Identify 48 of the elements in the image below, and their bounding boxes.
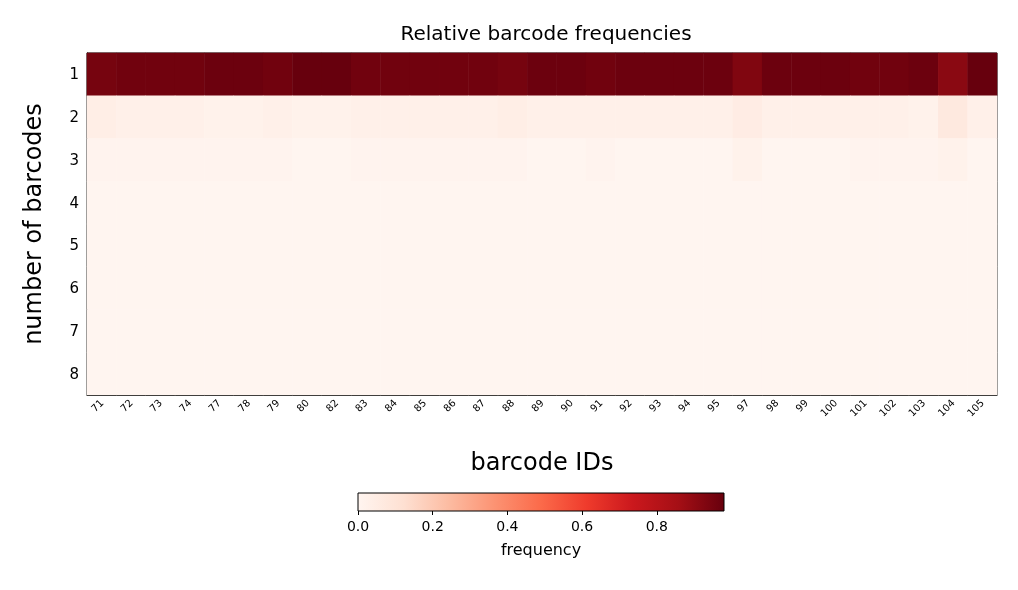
x-tick-label: 84 bbox=[382, 397, 400, 414]
x-tick-label: 78 bbox=[235, 397, 253, 414]
x-tick-label: 99 bbox=[793, 397, 811, 414]
color-bar-title: frequency bbox=[500, 539, 582, 559]
x-tick-label: 88 bbox=[499, 397, 517, 414]
x-tick-label: 72 bbox=[118, 397, 135, 414]
y-tick-label: 2 bbox=[69, 108, 79, 127]
x-tick-label: 102 bbox=[876, 397, 899, 419]
x-tick-label: 92 bbox=[617, 397, 634, 414]
x-tick-label: 105 bbox=[964, 397, 987, 419]
color-bar-label: 0.2 bbox=[421, 518, 444, 534]
x-tick-label: 79 bbox=[264, 397, 282, 414]
x-tick-label: 94 bbox=[675, 397, 693, 414]
x-tick-label: 85 bbox=[411, 397, 429, 414]
y-tick-label: 3 bbox=[69, 150, 79, 169]
x-tick-label: 89 bbox=[529, 397, 546, 414]
color-bar-label: 0.0 bbox=[346, 518, 370, 534]
x-tick-label: 80 bbox=[294, 397, 312, 414]
x-tick-label: 74 bbox=[176, 397, 194, 414]
x-tick-label: 97 bbox=[734, 397, 752, 414]
x-axis-title: barcode IDs bbox=[470, 448, 614, 476]
y-tick-label: 6 bbox=[69, 279, 79, 298]
y-tick-label: 4 bbox=[69, 193, 79, 212]
x-tick-label: 103 bbox=[906, 397, 928, 419]
y-axis-title: number of barcodes bbox=[19, 103, 47, 345]
x-tick-label: 73 bbox=[147, 397, 165, 414]
x-tick-label: 82 bbox=[323, 397, 341, 414]
color-bar-label: 0.6 bbox=[570, 518, 594, 534]
x-tick-label: 93 bbox=[646, 397, 664, 414]
y-tick-label: 8 bbox=[69, 364, 79, 383]
x-tick-label: 104 bbox=[935, 397, 957, 419]
x-tick-label: 100 bbox=[818, 397, 840, 419]
y-tick-label: 5 bbox=[69, 236, 79, 255]
y-tick-label: 1 bbox=[69, 65, 79, 84]
x-tick-label: 86 bbox=[441, 397, 458, 414]
color-bar-label: 0.4 bbox=[496, 518, 519, 534]
x-tick-label: 95 bbox=[705, 397, 723, 414]
x-tick-label: 90 bbox=[558, 397, 576, 414]
x-tick-label: 87 bbox=[470, 397, 488, 414]
x-tick-label: 83 bbox=[352, 397, 370, 414]
x-tick-label: 71 bbox=[88, 397, 106, 414]
x-tick-label: 98 bbox=[763, 397, 781, 414]
y-tick-label: 7 bbox=[69, 321, 79, 340]
x-tick-label: 101 bbox=[847, 397, 869, 419]
chart-title: Relative barcode frequencies bbox=[400, 21, 692, 45]
x-tick-label: 77 bbox=[206, 397, 223, 414]
x-tick-label: 91 bbox=[587, 397, 605, 414]
color-bar-label: 0.8 bbox=[645, 518, 668, 534]
